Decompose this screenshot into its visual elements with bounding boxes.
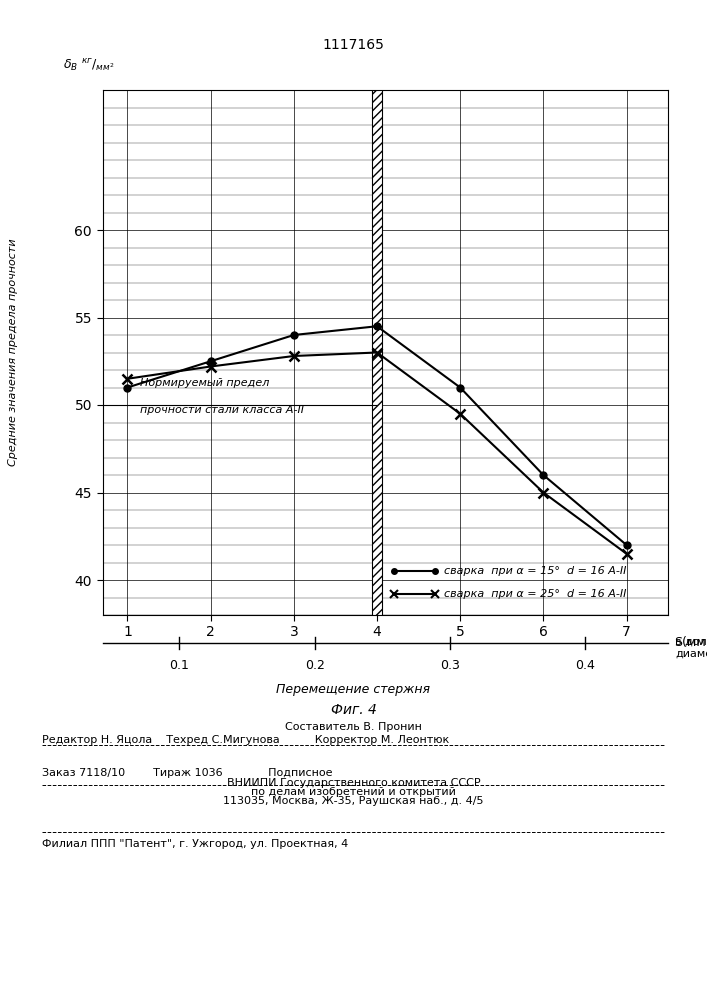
Text: 0.3: 0.3: [440, 659, 460, 672]
Text: Филиал ППП "Патент", г. Ужгород, ул. Проектная, 4: Филиал ППП "Патент", г. Ужгород, ул. Про…: [42, 839, 349, 849]
Text: Заказ 7118/10        Тираж 1036             Подписное: Заказ 7118/10 Тираж 1036 Подписное: [42, 768, 333, 778]
Text: Перемещение стержня: Перемещение стержня: [276, 683, 431, 696]
Text: Нормируемый предел: Нормируемый предел: [140, 377, 269, 387]
Text: сварка  при α = 25°  d = 16 А-ІІ: сварка при α = 25° d = 16 А-ІІ: [443, 589, 626, 599]
Text: 0.4: 0.4: [575, 659, 595, 672]
Text: Редактор Н. Яцола    Техред С.Мигунова          Корректор М. Леонтюк: Редактор Н. Яцола Техред С.Мигунова Корр…: [42, 735, 450, 745]
Text: Фиг. 4: Фиг. 4: [331, 703, 376, 717]
Text: 0.1: 0.1: [170, 659, 189, 672]
Text: $\delta_B$ $^{кг}/_{мм^2}$: $\delta_B$ $^{кг}/_{мм^2}$: [63, 58, 115, 74]
Text: по делам изобретений и открытий: по делам изобретений и открытий: [251, 787, 456, 797]
Bar: [372, 90, 382, 615]
Text: в долях
диаметра: в долях диаметра: [675, 637, 707, 659]
Text: ВНИИПИ Государственного комитета СССР: ВНИИПИ Государственного комитета СССР: [227, 778, 480, 788]
Text: Средние значения предела прочности: Средние значения предела прочности: [8, 239, 18, 466]
Text: 1117165: 1117165: [322, 38, 385, 52]
Text: Составитель В. Пронин: Составитель В. Пронин: [285, 722, 422, 732]
Text: сварка  при α = 15°  d = 16 А-ІІ: сварка при α = 15° d = 16 А-ІІ: [443, 566, 626, 576]
Text: 0.2: 0.2: [305, 659, 325, 672]
Text: прочности стали класса А-ІІ: прочности стали класса А-ІІ: [140, 405, 304, 415]
Text: S(мм): S(мм): [674, 636, 707, 649]
Text: 113035, Москва, Ж-35, Раушская наб., д. 4/5: 113035, Москва, Ж-35, Раушская наб., д. …: [223, 796, 484, 806]
